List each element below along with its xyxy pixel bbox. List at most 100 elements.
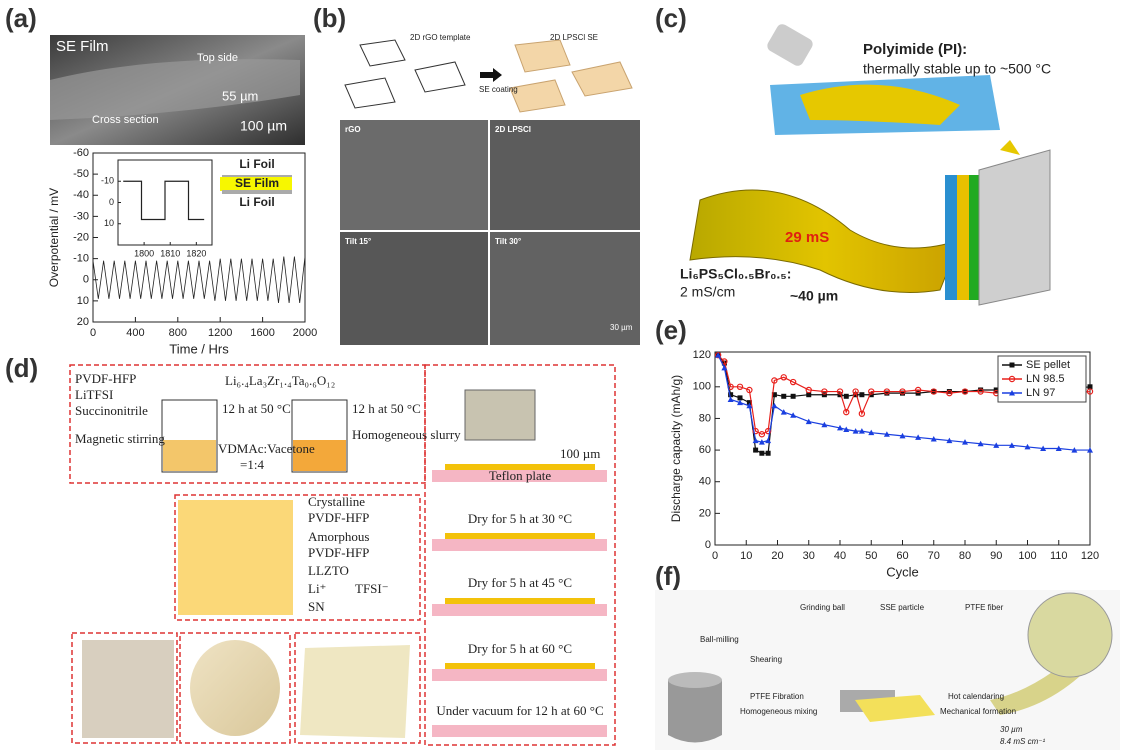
annotation: Top side — [197, 52, 238, 64]
panel-label: (b) — [313, 3, 346, 33]
dashed-box — [179, 632, 291, 744]
tile-label: Tilt 30° — [495, 237, 521, 246]
marker — [946, 437, 953, 444]
legend-text: PVDF-HFP — [308, 510, 369, 525]
marker — [721, 364, 728, 371]
marker — [771, 402, 778, 409]
image-title: SE Film — [56, 38, 109, 55]
marker — [1071, 447, 1078, 453]
annotation: 2D rGO template — [410, 33, 471, 42]
y-tick-label: 0 — [109, 197, 114, 207]
legend-text: PVDF-HFP — [308, 545, 369, 560]
sem-image — [50, 35, 305, 145]
marker — [884, 390, 890, 396]
scale-bar: 30 µm — [610, 323, 633, 332]
dashed-box — [69, 364, 426, 484]
reagent: Succinonitrile — [75, 403, 148, 418]
stack-label: SE Film — [235, 176, 279, 190]
y-tick-label: 100 — [693, 381, 711, 393]
marker — [961, 388, 969, 395]
annotation: 100 µm — [560, 446, 600, 461]
sem-grid — [340, 120, 640, 345]
y-tick-label: -60 — [73, 147, 89, 159]
y-tick-label: 20 — [699, 507, 711, 519]
marker — [1009, 362, 1015, 368]
y-tick-label: 80 — [699, 412, 711, 424]
legend-text: TFSI⁻ — [355, 581, 389, 596]
step: Dry for 5 h at 30 °C — [468, 511, 572, 526]
marker — [1009, 390, 1015, 396]
marker — [790, 393, 796, 399]
marker — [1024, 443, 1031, 450]
formula: Li₆.₄La₃Zr₁.₄Ta₀.₆O₁₂ — [225, 373, 335, 388]
marker — [868, 388, 875, 395]
marker — [930, 388, 937, 395]
marker — [727, 396, 734, 402]
y-tick-label: -10 — [73, 253, 89, 265]
x-tick-label: 0 — [712, 550, 718, 562]
x-axis-label: Time / Hrs — [169, 341, 229, 356]
schematic — [689, 24, 1051, 306]
x-tick-label: 100 — [1018, 550, 1036, 562]
annotation: 30 µm — [1000, 725, 1023, 734]
marker — [837, 424, 843, 431]
tile-label: rGO — [345, 125, 361, 134]
annotation: 2 mS/cm — [680, 284, 735, 300]
legend-text: SN — [308, 599, 325, 614]
annotation: 2D LPSCl SE — [550, 33, 598, 42]
annotation: Homogeneous slurry — [352, 427, 461, 442]
y-tick-label: 0 — [83, 274, 89, 286]
marker — [758, 431, 766, 438]
panel-label: (d) — [5, 353, 38, 383]
y-tick-label: 20 — [77, 316, 89, 328]
legend-label: SE pellet — [1026, 359, 1070, 371]
step: Dry for 5 h at 45 °C — [468, 575, 572, 590]
annotation: SE coating — [479, 85, 518, 94]
x-tick-label: 40 — [834, 550, 846, 562]
marker — [753, 447, 759, 453]
x-tick-label: 1810 — [160, 248, 180, 258]
y-tick-label: -30 — [73, 210, 89, 222]
annotation: 29 mS — [785, 229, 829, 246]
dashed-box — [71, 632, 178, 744]
y-tick-label: 40 — [699, 476, 711, 488]
marker — [806, 392, 812, 398]
marker — [781, 393, 787, 399]
y-tick-label: -50 — [73, 168, 89, 180]
marker — [946, 389, 952, 395]
annotation: Cross section — [92, 114, 159, 126]
marker — [758, 439, 765, 445]
marker — [805, 386, 812, 394]
step: Under vacuum for 12 h at 60 °C — [436, 703, 603, 718]
stack-label: Li Foil — [239, 157, 274, 171]
marker — [771, 392, 777, 398]
marker — [978, 387, 984, 393]
marker — [765, 437, 772, 444]
annotation: 8.4 mS cm⁻¹ — [1000, 737, 1045, 746]
x-tick-label: 10 — [740, 550, 752, 562]
step: 12 h at 50 °C — [222, 401, 291, 416]
y-tick-label: -10 — [101, 176, 114, 186]
legend-text: LLZTO — [308, 563, 349, 578]
y-tick-label: -40 — [73, 189, 89, 201]
dashed-box — [424, 364, 616, 746]
x-tick-label: 400 — [126, 327, 144, 339]
y-axis-label: Overpotential / mV — [47, 188, 61, 287]
legend-text: PTFE fiber — [965, 603, 1004, 612]
marker — [736, 383, 744, 391]
charts: 0 400 800 1200 1600 2000-60-50-40-30-20-10010… — [47, 147, 1099, 580]
dashed-box — [294, 632, 421, 744]
marker — [883, 388, 891, 395]
x-tick-label: 60 — [896, 550, 908, 562]
annotation: thermally stable up to ~500 °C — [863, 61, 1051, 77]
marker — [746, 400, 752, 406]
marker — [977, 388, 984, 395]
marker — [764, 427, 772, 435]
marker — [1086, 388, 1094, 395]
y-axis-label: Discharge capacity (mAh/g) — [669, 375, 683, 522]
legend-text: Amorphous — [308, 529, 369, 544]
panel-label: (f) — [655, 561, 681, 591]
marker — [868, 429, 875, 436]
marker — [852, 388, 859, 395]
marker — [1087, 447, 1093, 453]
